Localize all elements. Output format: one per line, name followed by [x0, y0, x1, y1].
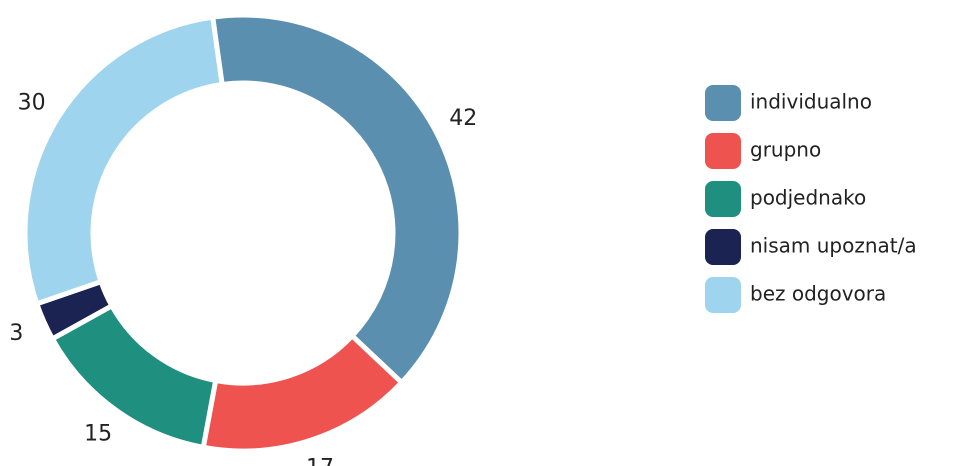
donut-segment	[22, 14, 225, 307]
legend-swatch	[705, 85, 741, 121]
legend-label: nisam upoznat/a	[750, 234, 917, 258]
data-label: 30	[18, 90, 46, 115]
data-label: 15	[84, 421, 112, 446]
legend-swatch	[705, 229, 741, 265]
data-label: 17	[306, 456, 334, 466]
data-label: 3	[9, 321, 23, 346]
donut-segment	[210, 12, 464, 386]
legend-label: individualno	[750, 90, 872, 114]
donut-segment	[200, 333, 405, 454]
legend-swatch	[705, 277, 741, 313]
data-label: 42	[449, 106, 477, 131]
legend-label: bez odgovora	[750, 282, 886, 306]
legend-swatch	[705, 133, 741, 169]
legend-swatch	[705, 181, 741, 217]
legend-label: grupno	[750, 138, 821, 162]
legend-label: podjednako	[750, 186, 866, 210]
